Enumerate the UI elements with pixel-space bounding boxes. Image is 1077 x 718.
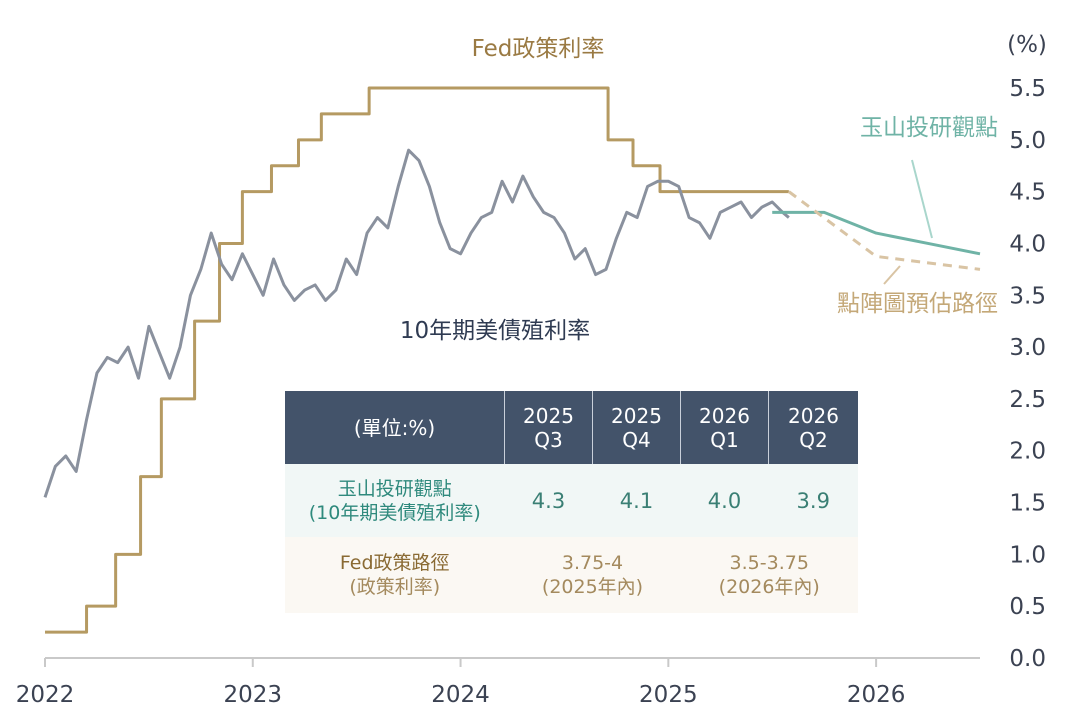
x-tick-label: 2025 [639,682,698,708]
x-tick-label: 2022 [16,682,75,708]
x-tick-label: 2024 [431,682,490,708]
table-cell: 4.1 [592,464,681,537]
esun-view-label: 玉山投研觀點 [860,115,998,141]
y-tick-label: 0.5 [1009,594,1046,620]
y-tick-label: 1.5 [1009,491,1046,517]
forecast-table: (單位:%) 2025 Q3 2025 Q4 2026 Q1 2026 Q2 玉山投研觀… [285,391,858,613]
fed-rate-line [45,86,789,634]
x-tick-label: 2026 [847,682,906,708]
y-unit-label: (%) [1007,32,1047,58]
table-header-cell: 2025 Q4 [592,391,681,464]
y-axis: (%) 0.0 0.5 1.0 1.5 2.0 2.5 3.0 3.5 4.0 4.5 5.0 5.5 [1007,32,1047,672]
y-tick-label: 4.0 [1009,231,1046,257]
esun-view-line [772,210,981,256]
y-tick-label: 5.0 [1009,128,1046,154]
x-tick-label: 2023 [224,682,283,708]
dot-plot-leader-line [883,265,901,285]
table-row-label: Fed政策路徑 (政策利率) [285,537,505,613]
fed-rate-label: Fed政策利率 [472,36,605,62]
table-header-cell: 2025 Q3 [504,391,593,464]
table-cell: 4.0 [680,464,769,537]
y-tick-label: 3.0 [1009,335,1046,361]
y-tick-label: 2.5 [1009,387,1046,413]
table-row-fed: Fed政策路徑 (政策利率) 3.75-4 (2025年內) 3.5-3.75 … [285,537,858,613]
table-header-unit: (單位:%) [285,391,505,464]
dot-plot-label: 點陣圖預估路徑 [837,291,998,317]
table-header-cell: 2026 Q1 [680,391,769,464]
y-tick-label: 1.0 [1009,542,1046,568]
table-cell: 3.9 [768,464,858,537]
table-cell: 4.3 [504,464,593,537]
y-tick-label: 2.0 [1009,439,1046,465]
table-cell: 3.75-4 (2025年內) [504,537,681,613]
y-tick-label: 4.5 [1009,180,1046,206]
y-tick-label: 3.5 [1009,283,1046,309]
table-row-esun: 玉山投研觀點 (10年期美債殖利率) 4.3 4.1 4.0 3.9 [285,464,858,537]
dot-plot-line [787,190,981,271]
esun-leader-line [911,159,933,239]
table-row-label: 玉山投研觀點 (10年期美債殖利率) [285,464,505,537]
y-tick-label: 0.0 [1009,646,1046,672]
table-header-cell: 2026 Q2 [768,391,858,464]
y-tick-label: 5.5 [1009,76,1046,102]
treasury-yield-line [43,148,790,498]
table-cell: 3.5-3.75 (2026年內) [680,537,858,613]
table-header-row: (單位:%) 2025 Q3 2025 Q4 2026 Q1 2026 Q2 [285,391,858,464]
treasury-yield-label: 10年期美債殖利率 [400,318,590,344]
